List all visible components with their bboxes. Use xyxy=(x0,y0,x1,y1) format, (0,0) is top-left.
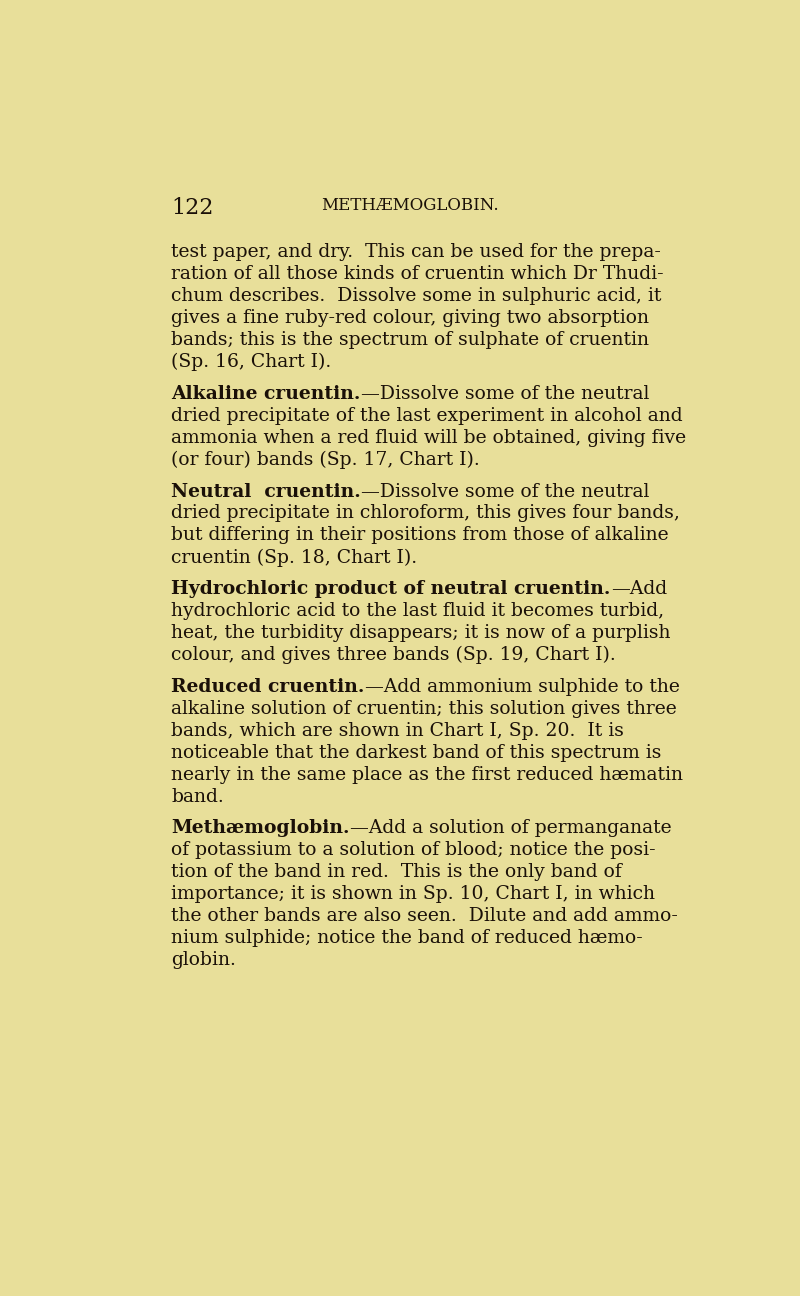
Text: chum describes.  Dissolve some in sulphuric acid, it: chum describes. Dissolve some in sulphur… xyxy=(171,288,662,306)
Text: —Dissolve some of the neutral: —Dissolve some of the neutral xyxy=(361,385,649,403)
Text: ration of all those kinds of cruentin which Dr Thudi-: ration of all those kinds of cruentin wh… xyxy=(171,266,664,284)
Text: of potassium to a solution of blood; notice the posi-: of potassium to a solution of blood; not… xyxy=(171,841,656,859)
Text: bands; this is the spectrum of sulphate of cruentin: bands; this is the spectrum of sulphate … xyxy=(171,330,650,349)
Text: cruentin (Sp. 18, Chart I).: cruentin (Sp. 18, Chart I). xyxy=(171,548,418,566)
Text: bands, which are shown in Chart I, Sp. 20.  It is: bands, which are shown in Chart I, Sp. 2… xyxy=(171,722,624,740)
Text: dried precipitate of the last experiment in alcohol and: dried precipitate of the last experiment… xyxy=(171,407,683,425)
Text: —Add a solution of permanganate: —Add a solution of permanganate xyxy=(350,819,671,837)
Text: band.: band. xyxy=(171,788,224,806)
Text: Alkaline cruentin.: Alkaline cruentin. xyxy=(171,385,361,403)
Text: Reduced cruentin.: Reduced cruentin. xyxy=(171,678,365,696)
Text: ammonia when a red fluid will be obtained, giving five: ammonia when a red fluid will be obtaine… xyxy=(171,429,686,447)
Text: Hydrochloric product of neutral cruentin.: Hydrochloric product of neutral cruentin… xyxy=(171,581,610,599)
Text: (Sp. 16, Chart I).: (Sp. 16, Chart I). xyxy=(171,353,331,372)
Text: dried precipitate in chloroform, this gives four bands,: dried precipitate in chloroform, this gi… xyxy=(171,504,680,522)
Text: gives a fine ruby-red colour, giving two absorption: gives a fine ruby-red colour, giving two… xyxy=(171,310,650,327)
Text: noticeable that the darkest band of this spectrum is: noticeable that the darkest band of this… xyxy=(171,744,662,762)
Text: colour, and gives three bands (Sp. 19, Chart I).: colour, and gives three bands (Sp. 19, C… xyxy=(171,645,616,665)
Text: —Dissolve some of the neutral: —Dissolve some of the neutral xyxy=(361,482,650,500)
Text: alkaline solution of cruentin; this solution gives three: alkaline solution of cruentin; this solu… xyxy=(171,700,677,718)
Text: globin.: globin. xyxy=(171,951,236,969)
Text: 122: 122 xyxy=(171,197,214,219)
Text: nearly in the same place as the first reduced hæmatin: nearly in the same place as the first re… xyxy=(171,766,683,784)
Text: nium sulphide; notice the band of reduced hæmo-: nium sulphide; notice the band of reduce… xyxy=(171,929,643,947)
Text: test paper, and dry.  This can be used for the prepa-: test paper, and dry. This can be used fo… xyxy=(171,244,661,262)
Text: heat, the turbidity disappears; it is now of a purplish: heat, the turbidity disappears; it is no… xyxy=(171,625,670,642)
Text: but differing in their positions from those of alkaline: but differing in their positions from th… xyxy=(171,526,669,544)
Text: hydrochloric acid to the last fluid it becomes turbid,: hydrochloric acid to the last fluid it b… xyxy=(171,603,665,621)
Text: —Add: —Add xyxy=(610,581,666,599)
Text: (or four) bands (Sp. 17, Chart I).: (or four) bands (Sp. 17, Chart I). xyxy=(171,451,480,469)
Text: —Add ammonium sulphide to the: —Add ammonium sulphide to the xyxy=(365,678,679,696)
Text: METHÆMOGLOBIN.: METHÆMOGLOBIN. xyxy=(321,197,499,214)
Text: the other bands are also seen.  Dilute and add ammo-: the other bands are also seen. Dilute an… xyxy=(171,907,678,925)
Text: importance; it is shown in Sp. 10, Chart I, in which: importance; it is shown in Sp. 10, Chart… xyxy=(171,885,655,903)
Text: tion of the band in red.  This is the only band of: tion of the band in red. This is the onl… xyxy=(171,863,622,881)
Text: Methæmoglobin.: Methæmoglobin. xyxy=(171,819,350,837)
Text: Neutral  cruentin.: Neutral cruentin. xyxy=(171,482,361,500)
